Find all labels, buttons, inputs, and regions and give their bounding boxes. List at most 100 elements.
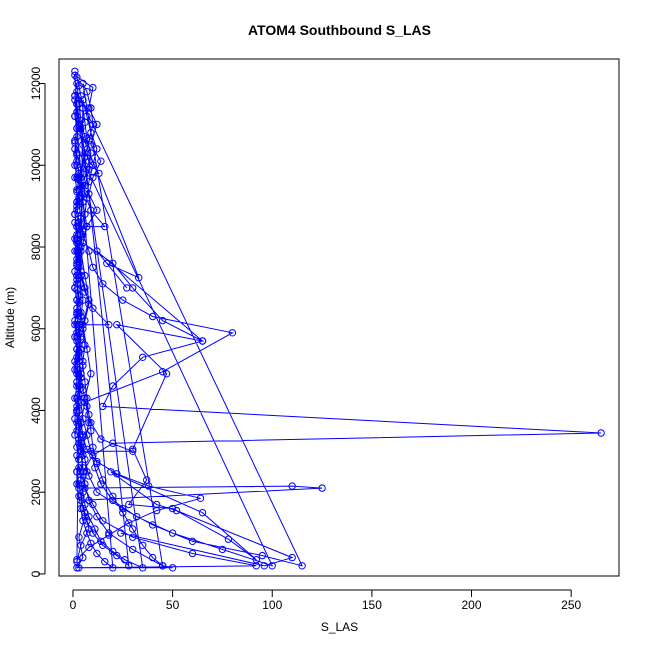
y-tick-label: 4000 — [29, 397, 43, 424]
data-point — [158, 562, 167, 570]
data-point — [71, 96, 79, 104]
data-point — [85, 104, 93, 112]
data-point — [119, 296, 127, 304]
data-point — [149, 521, 157, 529]
data-point — [75, 480, 83, 488]
data-point — [73, 394, 81, 402]
data-point — [105, 529, 113, 537]
data-point — [89, 263, 97, 272]
data-point — [139, 564, 147, 572]
data-point — [73, 235, 81, 243]
data-point — [73, 247, 81, 255]
data-point — [73, 222, 81, 231]
data-point — [71, 235, 79, 243]
data-point — [117, 529, 125, 537]
data-point — [77, 419, 85, 427]
data-point — [73, 321, 81, 329]
data-point — [83, 112, 91, 120]
data-point — [77, 308, 85, 317]
data-point — [101, 558, 109, 566]
data-point — [73, 206, 81, 214]
data-point — [81, 500, 89, 509]
data-point — [93, 549, 101, 558]
data-point — [93, 459, 101, 468]
data-point — [75, 263, 83, 272]
data-point — [81, 316, 89, 325]
data-point — [89, 500, 97, 509]
data-point — [77, 312, 85, 321]
data-point — [149, 312, 157, 321]
data-point — [75, 124, 83, 133]
x-tick-label: 150 — [362, 598, 382, 612]
data-point — [597, 429, 605, 437]
data-point — [79, 415, 87, 423]
data-point — [71, 218, 79, 227]
data-point — [75, 455, 83, 464]
data-point — [125, 500, 133, 509]
data-point — [89, 304, 97, 312]
data-point — [79, 227, 87, 235]
data-point — [83, 431, 91, 439]
data-point — [158, 368, 167, 376]
data-point — [71, 137, 79, 145]
data-point — [73, 337, 81, 345]
data-point — [75, 198, 83, 206]
data-point — [73, 402, 81, 411]
data-point — [77, 124, 85, 133]
data-point — [75, 435, 83, 443]
data-point — [77, 443, 85, 451]
data-point — [196, 494, 205, 502]
data-point — [73, 231, 81, 239]
data-point — [87, 539, 95, 547]
data-point — [77, 541, 85, 549]
data-point — [81, 509, 89, 517]
x-tick-label: 200 — [462, 598, 482, 612]
data-point — [83, 517, 91, 525]
data-point — [97, 435, 105, 443]
data-point — [71, 92, 79, 100]
data-point — [188, 549, 197, 558]
data-point — [75, 464, 83, 472]
data-point — [97, 537, 105, 545]
data-point — [77, 116, 85, 125]
data-point — [168, 564, 177, 572]
data-point — [71, 357, 79, 366]
data-point — [89, 120, 97, 129]
x-tick-label: 50 — [166, 598, 180, 612]
data-point — [119, 504, 127, 513]
data-point — [81, 133, 89, 141]
data-point — [73, 468, 81, 476]
data-point — [73, 173, 81, 182]
data-point — [75, 564, 83, 572]
data-point — [71, 415, 79, 423]
y-tick-label: 2000 — [29, 479, 43, 506]
data-point — [101, 222, 109, 231]
data-point — [77, 447, 85, 455]
data-point — [149, 553, 157, 562]
data-point — [85, 177, 93, 186]
data-point — [75, 259, 83, 267]
data-point — [73, 345, 81, 353]
data-point — [89, 173, 97, 182]
data-point — [79, 431, 87, 439]
x-tick-label: 250 — [561, 598, 581, 612]
data-point — [79, 386, 87, 394]
data-point — [107, 468, 115, 476]
data-point — [83, 402, 91, 411]
data-point — [99, 280, 107, 288]
data-point — [85, 472, 93, 480]
data-point — [73, 308, 81, 317]
data-point — [85, 410, 93, 419]
data-point — [73, 255, 81, 263]
data-point — [121, 556, 129, 564]
data-point — [73, 304, 81, 312]
data-point — [75, 406, 83, 415]
data-point — [89, 83, 97, 92]
data-point — [71, 267, 79, 276]
data-point — [77, 374, 85, 382]
data-point — [71, 284, 79, 292]
data-point — [93, 488, 101, 496]
data-point — [73, 108, 81, 116]
data-point — [73, 443, 81, 451]
data-point — [83, 222, 91, 231]
